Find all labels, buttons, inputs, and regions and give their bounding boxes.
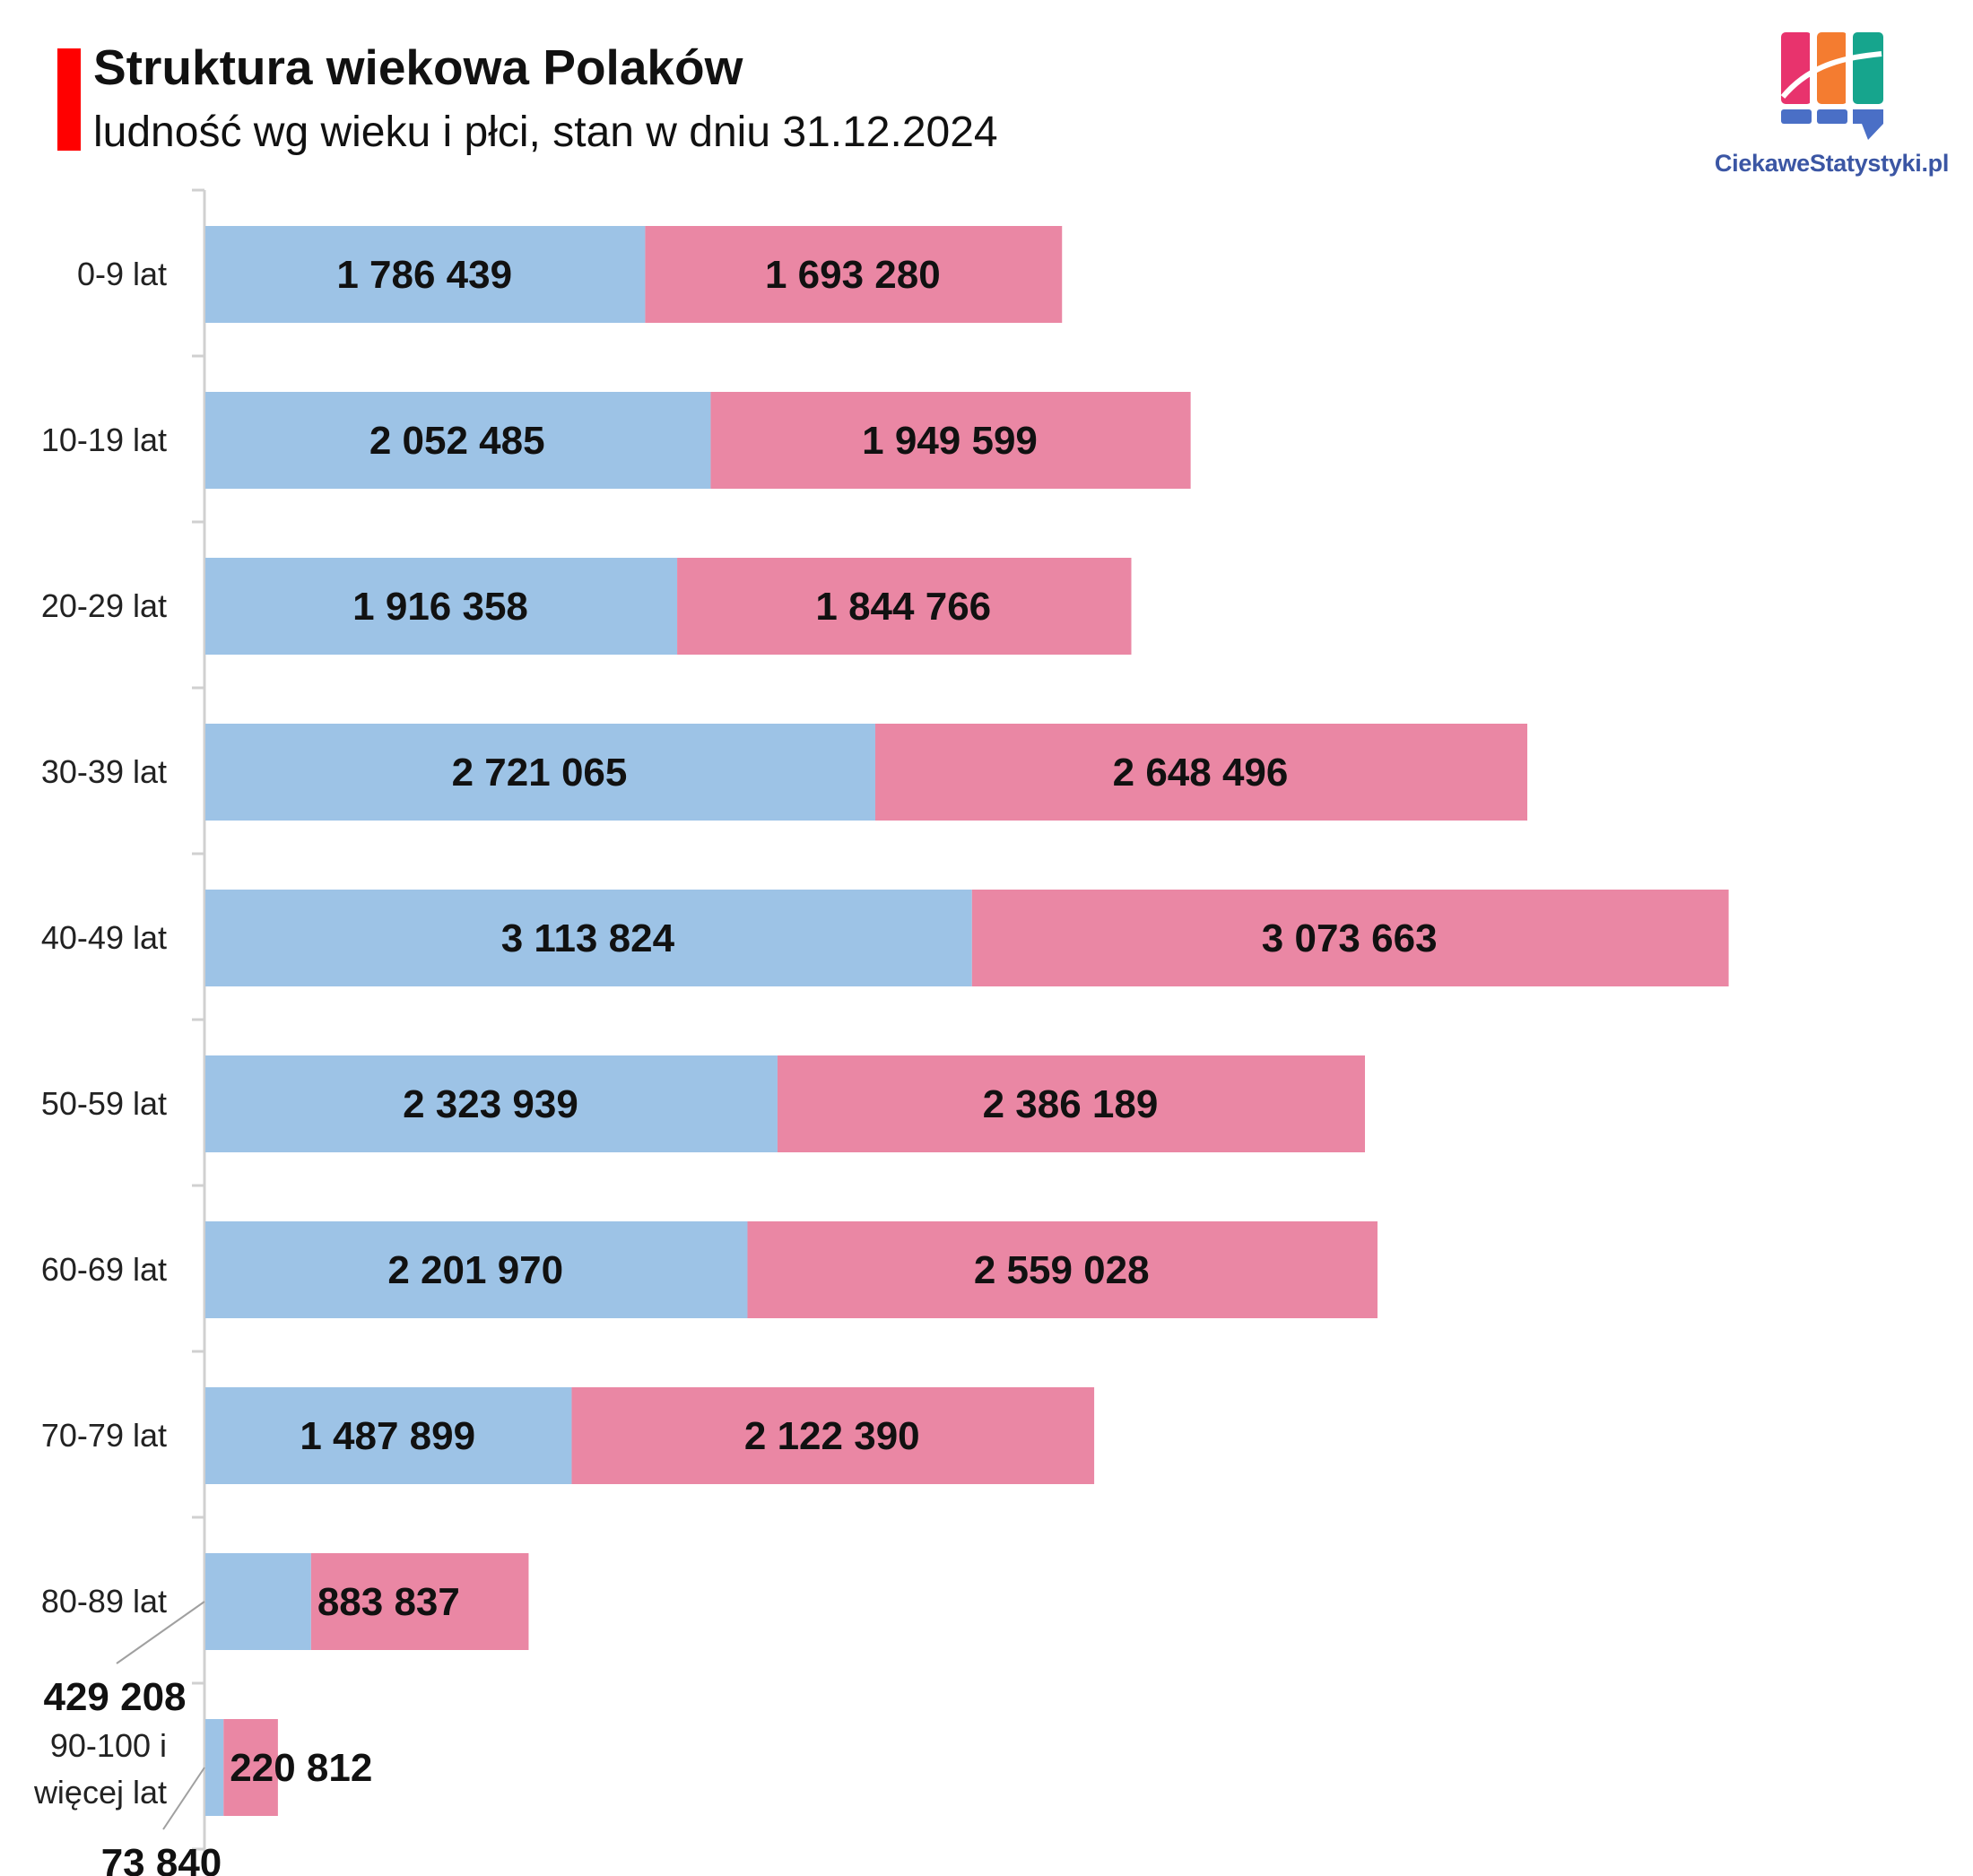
data-label: 1 916 358	[352, 585, 528, 629]
category-label: 70-79 lat	[41, 1417, 167, 1454]
bar-segment	[310, 1553, 529, 1650]
bar-segment	[205, 1553, 311, 1650]
data-label: 2 386 189	[983, 1082, 1159, 1126]
category-label: 20-29 lat	[41, 587, 167, 624]
data-label: 3 113 824	[501, 916, 675, 960]
category-label: więcej lat	[33, 1774, 167, 1811]
bar-segment	[205, 1387, 572, 1484]
bar-segment	[777, 1055, 1366, 1152]
data-label: 73 840	[101, 1841, 222, 1876]
data-label: 3 073 663	[1262, 916, 1438, 960]
bar-segment	[205, 1719, 224, 1816]
data-label: 1 693 280	[765, 253, 941, 297]
category-label: 10-19 lat	[41, 421, 167, 458]
data-label: 2 323 939	[403, 1082, 578, 1126]
bar-segment	[205, 724, 875, 821]
bar-segment	[874, 724, 1528, 821]
data-label: 883 837	[317, 1580, 460, 1624]
data-label: 2 052 485	[369, 419, 545, 463]
data-label: 429 208	[43, 1675, 186, 1719]
bar-segment	[205, 226, 646, 323]
data-label: 1 786 439	[336, 253, 512, 297]
bar-segment	[205, 558, 678, 655]
category-label: 80-89 lat	[41, 1583, 167, 1620]
logo-text: CiekaweStatystyki.pl	[1714, 150, 1950, 177]
data-label: 2 122 390	[744, 1414, 920, 1458]
bar-segment	[645, 226, 1063, 323]
population-bar-chart: 0-9 lat 1 693 280 1 786 439 10-19 lat 1 949 …	[33, 188, 1729, 1876]
category-label: 50-59 lat	[41, 1085, 167, 1122]
data-label: 220 812	[230, 1746, 372, 1790]
bar-segment	[205, 890, 972, 986]
bar-segment	[747, 1221, 1378, 1318]
data-label: 2 201 970	[387, 1248, 563, 1292]
site-logo: CiekaweStatystyki.pl	[1704, 27, 1960, 188]
category-label: 30-39 lat	[41, 753, 167, 790]
bar-segment	[205, 1221, 748, 1318]
bar-segment	[571, 1387, 1095, 1484]
data-label: 1 949 599	[862, 419, 1038, 463]
category-label: 0-9 lat	[77, 256, 167, 292]
category-label: 90-100 i	[50, 1727, 167, 1764]
chart-title: Struktura wiekowa Polaków	[93, 39, 743, 95]
label-leader-line	[162, 1767, 205, 1830]
bar-segment	[205, 392, 711, 489]
data-label: 2 648 496	[1113, 751, 1289, 795]
category-label: 60-69 lat	[41, 1251, 167, 1288]
bar-segment	[205, 1055, 778, 1152]
bar-segment	[710, 392, 1191, 489]
chart-subtitle: ludność wg wieku i płci, stan w dniu 31.…	[93, 109, 998, 156]
data-label: 1 844 766	[815, 585, 991, 629]
label-leader-line	[116, 1601, 205, 1664]
bar-chart-logo-icon	[1780, 32, 1883, 140]
category-label: 40-49 lat	[41, 919, 167, 956]
data-label: 2 559 028	[974, 1248, 1150, 1292]
data-label: 1 487 899	[300, 1414, 475, 1458]
bar-segment	[677, 558, 1132, 655]
bar-segment	[971, 890, 1729, 986]
bar-segment	[223, 1719, 278, 1816]
title-accent-bar	[57, 48, 81, 151]
data-label: 2 721 065	[452, 751, 628, 795]
